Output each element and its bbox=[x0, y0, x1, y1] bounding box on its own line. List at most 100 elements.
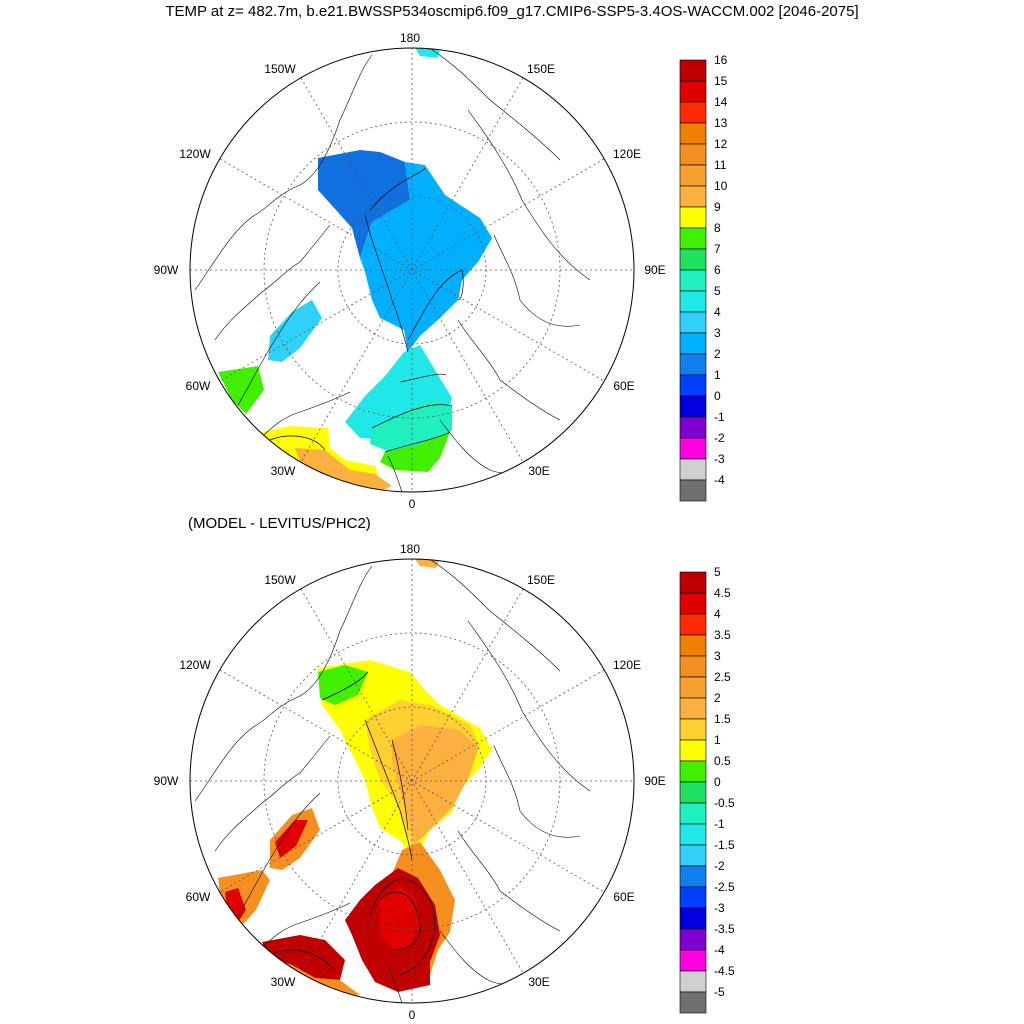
bottom-contour-5 bbox=[369, 878, 435, 976]
top-baffin-cyan bbox=[268, 300, 322, 362]
colorbar-top-tick-label: 11 bbox=[714, 158, 727, 172]
colorbar-bottom-tick-label: 4 bbox=[714, 607, 721, 621]
top-label-60W: 60W bbox=[186, 379, 211, 393]
top-basin-midblue bbox=[360, 162, 492, 352]
colorbar-bottom-swatch-9 bbox=[679, 760, 707, 783]
top-labrador-green bbox=[218, 366, 264, 414]
colorbar-bottom-tick-label: 3 bbox=[714, 649, 721, 663]
colorbar-bottom-tick-label: 3.5 bbox=[714, 628, 731, 642]
colorbar-bottom-swatch-5 bbox=[679, 676, 707, 699]
colorbar-bottom-swatch-1 bbox=[679, 592, 707, 615]
colorbar-bottom-swatch-13 bbox=[679, 844, 707, 867]
colorbar-bottom-swatch-16 bbox=[679, 907, 707, 930]
top-basin-deepblue bbox=[318, 150, 410, 258]
colorbar-bottom-tick-label: -1.5 bbox=[714, 838, 735, 852]
colorbar-top-swatch-12 bbox=[679, 311, 707, 334]
colorbar-bottom-swatch-19 bbox=[679, 970, 707, 993]
top-coastlines bbox=[194, 48, 591, 492]
top-map-field bbox=[194, 48, 591, 492]
top-contour-4 bbox=[399, 373, 447, 383]
colorbar-top-tick-label: 0 bbox=[714, 389, 721, 403]
colorbar-top-tick-label: 16 bbox=[714, 53, 728, 67]
colorbar-top-tick-label: 15 bbox=[714, 74, 728, 88]
colorbar-bottom-swatch-8 bbox=[679, 739, 707, 762]
top-contour-6 bbox=[384, 431, 451, 453]
colorbar-bottom-tick-label: 1 bbox=[714, 733, 721, 747]
colorbar-top-tick-label: 4 bbox=[714, 305, 721, 319]
bottom-map-border bbox=[189, 558, 635, 1004]
colorbar-top-tick-label: -1 bbox=[714, 410, 725, 424]
colorbar-bottom-tick-label: -4 bbox=[714, 943, 725, 957]
colorbar-top-swatch-16 bbox=[679, 395, 707, 418]
colorbar-bottom-swatch-6 bbox=[679, 697, 707, 720]
top-label-30W: 30W bbox=[271, 464, 296, 478]
top-label-0: 0 bbox=[409, 497, 416, 511]
colorbar-top-tick-label: 6 bbox=[714, 263, 721, 277]
top-contour-7 bbox=[269, 435, 326, 451]
colorbar-bottom-swatch-2 bbox=[679, 613, 707, 636]
colorbar-bottom-tick-label: 5 bbox=[714, 565, 721, 579]
top-contour-1 bbox=[369, 167, 426, 211]
top-map: 180 150W 150E 120W 120E 90W 90E 60W 60E … bbox=[154, 31, 666, 511]
colorbar-bottom-tick-label: 2.5 bbox=[714, 670, 731, 684]
colorbar-bottom-swatch-18 bbox=[679, 949, 707, 972]
top-nordic-green bbox=[380, 432, 450, 472]
top-label-90W: 90W bbox=[154, 263, 179, 277]
colorbar-bottom-tick-label: -0.5 bbox=[714, 796, 735, 810]
colorbar-top-swatch-1 bbox=[679, 80, 707, 103]
top-label-30E: 30E bbox=[528, 464, 549, 478]
colorbar-top-swatch-13 bbox=[679, 332, 707, 355]
colorbar-bottom-swatch-20 bbox=[679, 991, 707, 1014]
bottom-graticule bbox=[190, 559, 634, 1003]
bottom-label-90W: 90W bbox=[154, 774, 179, 788]
colorbar-top-swatch-20 bbox=[679, 479, 707, 502]
colorbar-bottom-tick-label: -3 bbox=[714, 901, 725, 915]
bottom-contour-6 bbox=[269, 949, 336, 971]
colorbar-bottom-tick-label: -1 bbox=[714, 817, 725, 831]
bottom-map: 180 150W 150E 120W 120E 90W 90E 60W 60E … bbox=[154, 542, 666, 1022]
top-label-60E: 60E bbox=[613, 379, 634, 393]
bottom-contour-3 bbox=[391, 739, 409, 831]
bottom-label-120E: 120E bbox=[613, 658, 641, 672]
colorbar-bottom-swatch-7 bbox=[679, 718, 707, 741]
bottom-label-30W: 30W bbox=[271, 975, 296, 989]
colorbar-top-tick-label: 14 bbox=[714, 95, 728, 109]
top-label-120W: 120W bbox=[179, 147, 211, 161]
colorbar-bottom-tick-label: -2.5 bbox=[714, 880, 735, 894]
colorbar-top-swatch-4 bbox=[679, 143, 707, 166]
colorbar-top-swatch-17 bbox=[679, 416, 707, 439]
top-contour-2 bbox=[364, 214, 409, 353]
bottom-label-60E: 60E bbox=[613, 890, 634, 904]
bottom-green-patch bbox=[318, 665, 368, 705]
colorbar-top-tick-label: 5 bbox=[714, 284, 721, 298]
colorbar-bottom-tick-label: 1.5 bbox=[714, 712, 731, 726]
colorbar-top-swatch-14 bbox=[679, 353, 707, 376]
bottom-label-30E: 30E bbox=[528, 975, 549, 989]
colorbar-top-tick-label: 10 bbox=[714, 179, 728, 193]
colorbar-bottom: 5 4.5 4 3.5 3 2.5 2 1.5 1 0.5 0 -0.5 -1 -1.5 -2 -2.5 -3 -… bbox=[679, 565, 735, 1014]
colorbar-top-swatch-7 bbox=[679, 206, 707, 229]
colorbar-bottom-swatch-17 bbox=[679, 928, 707, 951]
colorbar-top-swatch-3 bbox=[679, 122, 707, 145]
colorbar-bottom-tick-label: -5 bbox=[714, 985, 725, 999]
top-atlantic-orange bbox=[295, 448, 392, 492]
top-contour-5 bbox=[371, 404, 453, 429]
colorbar-top-tick-label: -3 bbox=[714, 452, 725, 466]
colorbar-bottom-tick-label: 2 bbox=[714, 691, 721, 705]
colorbar-top-swatch-10 bbox=[679, 269, 707, 292]
top-map-border bbox=[189, 47, 635, 493]
bottom-labrador-orange bbox=[218, 870, 270, 930]
top-label-150E: 150E bbox=[527, 62, 555, 76]
top-label-180: 180 bbox=[400, 31, 420, 45]
bottom-nordic-red2 bbox=[380, 885, 420, 950]
bottom-coastlines bbox=[194, 559, 591, 1003]
colorbar-top-swatch-9 bbox=[679, 248, 707, 271]
colorbar-top-tick-label: -4 bbox=[714, 473, 725, 487]
bottom-label-90E: 90E bbox=[644, 774, 665, 788]
colorbar-top-swatch-2 bbox=[679, 101, 707, 124]
colorbar-bottom-tick-label: 0 bbox=[714, 775, 721, 789]
colorbar-bottom-swatch-0 bbox=[679, 571, 707, 594]
colorbar-bottom-tick-label: -3.5 bbox=[714, 922, 735, 936]
